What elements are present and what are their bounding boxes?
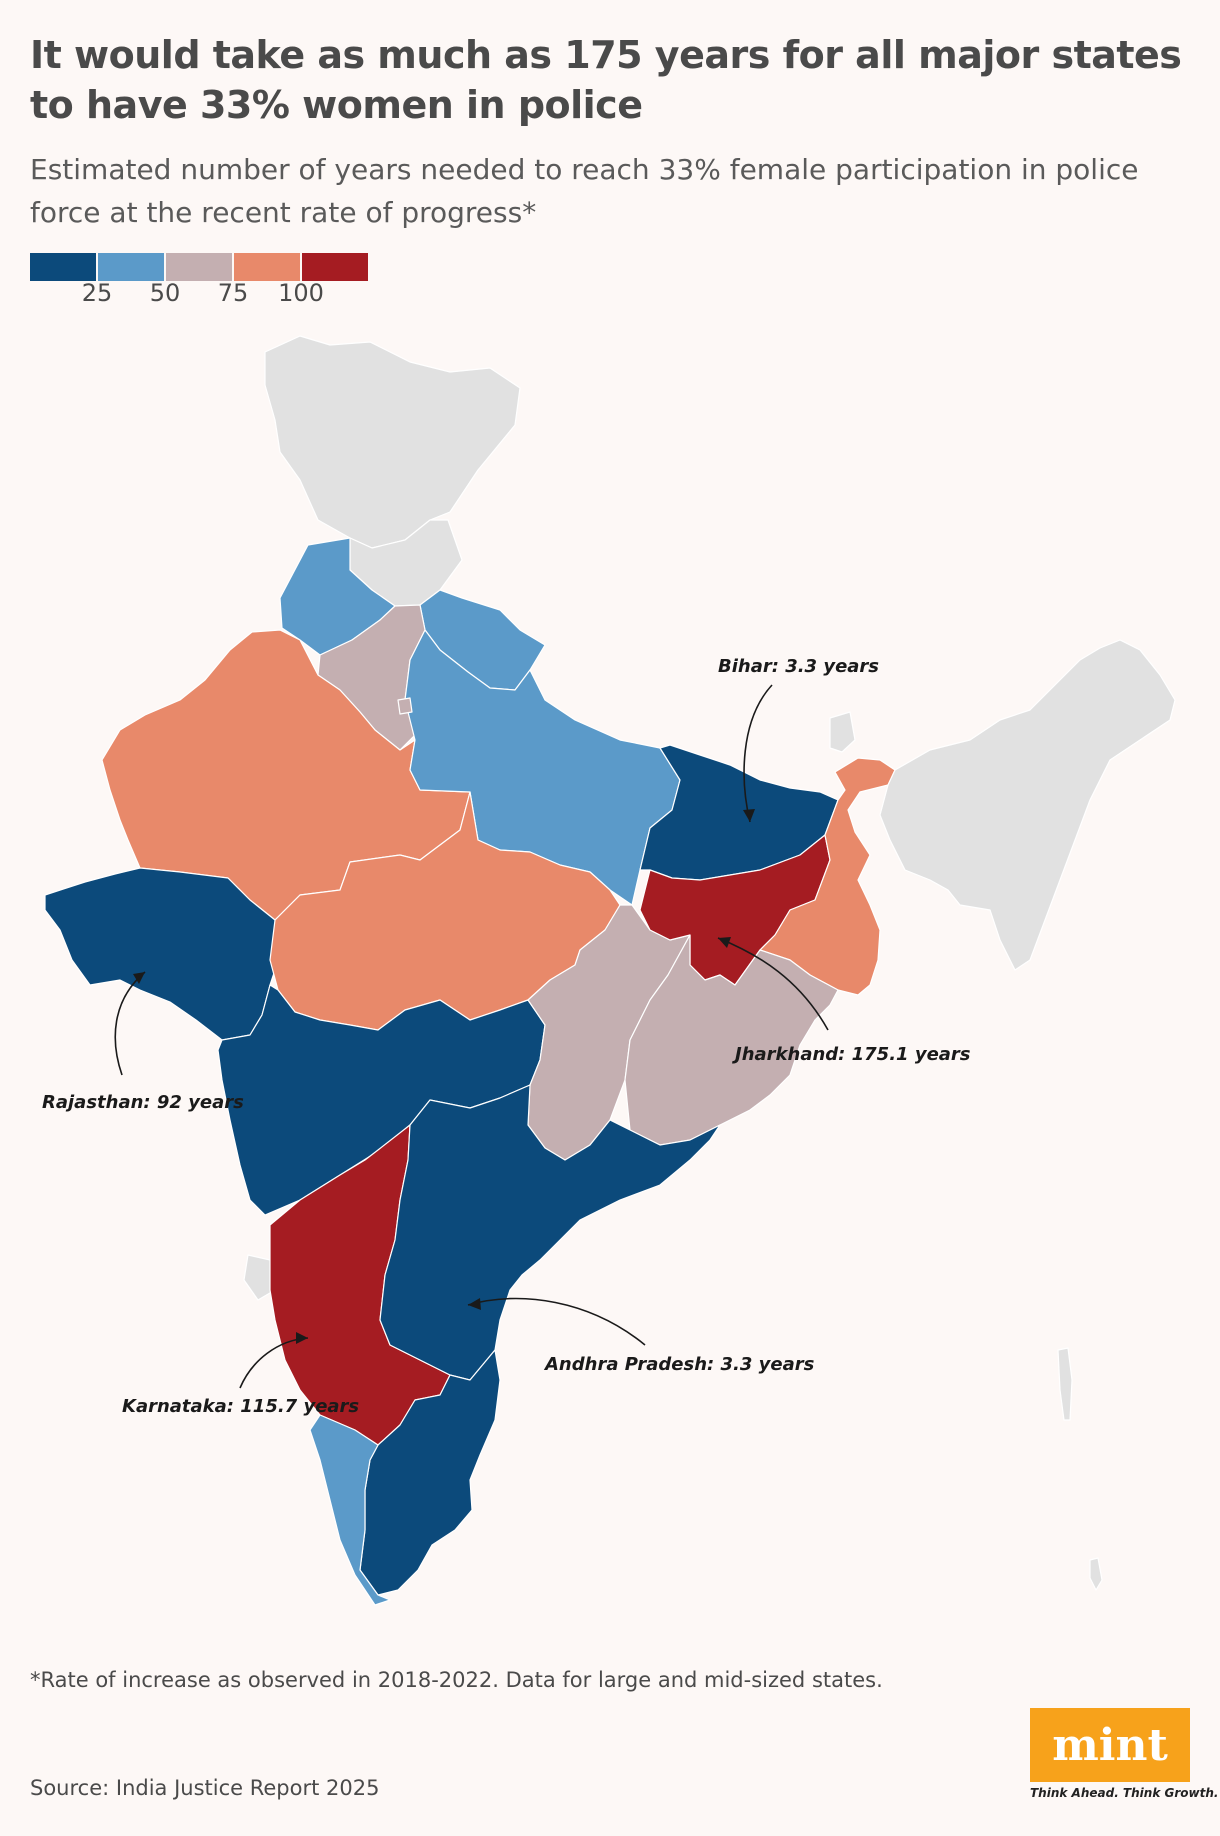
region-northeast — [879, 639, 1176, 971]
region-kerala — [309, 1414, 391, 1606]
chart-title: It would take as much as 175 years for a… — [30, 33, 1182, 127]
annotation-andhra-pradesh: Andhra Pradesh: 3.3 years — [543, 1354, 815, 1375]
arrow-jharkhand — [717, 937, 829, 1031]
legend-bar — [30, 253, 370, 281]
mint-logo-mark: mint — [1030, 1708, 1190, 1782]
source-note: Source: India Justice Report 2025 — [30, 1776, 380, 1800]
chart-subtitle: Estimated number of years needed to reac… — [30, 153, 1139, 229]
annotation-karnataka: Karnataka: 115.7 years — [122, 1396, 359, 1417]
region-jammu-kashmir-ladakh — [264, 335, 521, 549]
legend-swatch-2 — [98, 253, 164, 281]
annotation-rajasthan: Rajasthan: 92 years — [42, 1092, 244, 1113]
legend-swatch-4 — [234, 253, 300, 281]
annotation-jharkhand: Jharkhand: 175.1 years — [732, 1044, 971, 1065]
color-legend: 25 50 75 100 — [30, 253, 370, 307]
legend-swatch-5 — [302, 253, 368, 281]
legend-swatch-3 — [166, 253, 232, 281]
legend-label-100: 100 — [278, 279, 324, 307]
footnote: *Rate of increase as observed in 2018-20… — [30, 1668, 883, 1692]
mint-logo: mint Think Ahead. Think Growth. — [1030, 1708, 1219, 1800]
arrowhead-karnataka — [296, 1332, 308, 1344]
legend-swatch-1 — [30, 253, 96, 281]
legend-label-50: 50 — [149, 279, 181, 307]
arrowhead-andhra — [468, 1298, 481, 1310]
mint-logo-tagline: Think Ahead. Think Growth. — [1030, 1786, 1219, 1800]
region-west-bengal — [759, 757, 896, 996]
legend-label-25: 25 — [81, 279, 113, 307]
region-goa — [243, 1254, 276, 1301]
region-sikkim — [829, 711, 856, 753]
legend-label-75: 75 — [217, 279, 249, 307]
region-andaman-islands — [1057, 1347, 1073, 1421]
arrow-bihar — [743, 684, 773, 823]
arrowhead-rajasthan — [133, 972, 145, 984]
region-odisha — [624, 934, 839, 1146]
arrowhead-jharkhand — [718, 937, 731, 948]
region-delhi — [397, 697, 413, 715]
arrowhead-bihar — [743, 809, 755, 822]
arrow-rajasthan — [114, 971, 146, 1076]
region-andhra-pradesh — [379, 1084, 721, 1381]
annotation-bihar: Bihar: 3.3 years — [718, 656, 879, 677]
region-nicobar-islands — [1089, 1557, 1103, 1591]
arrow-andhra — [467, 1297, 646, 1346]
